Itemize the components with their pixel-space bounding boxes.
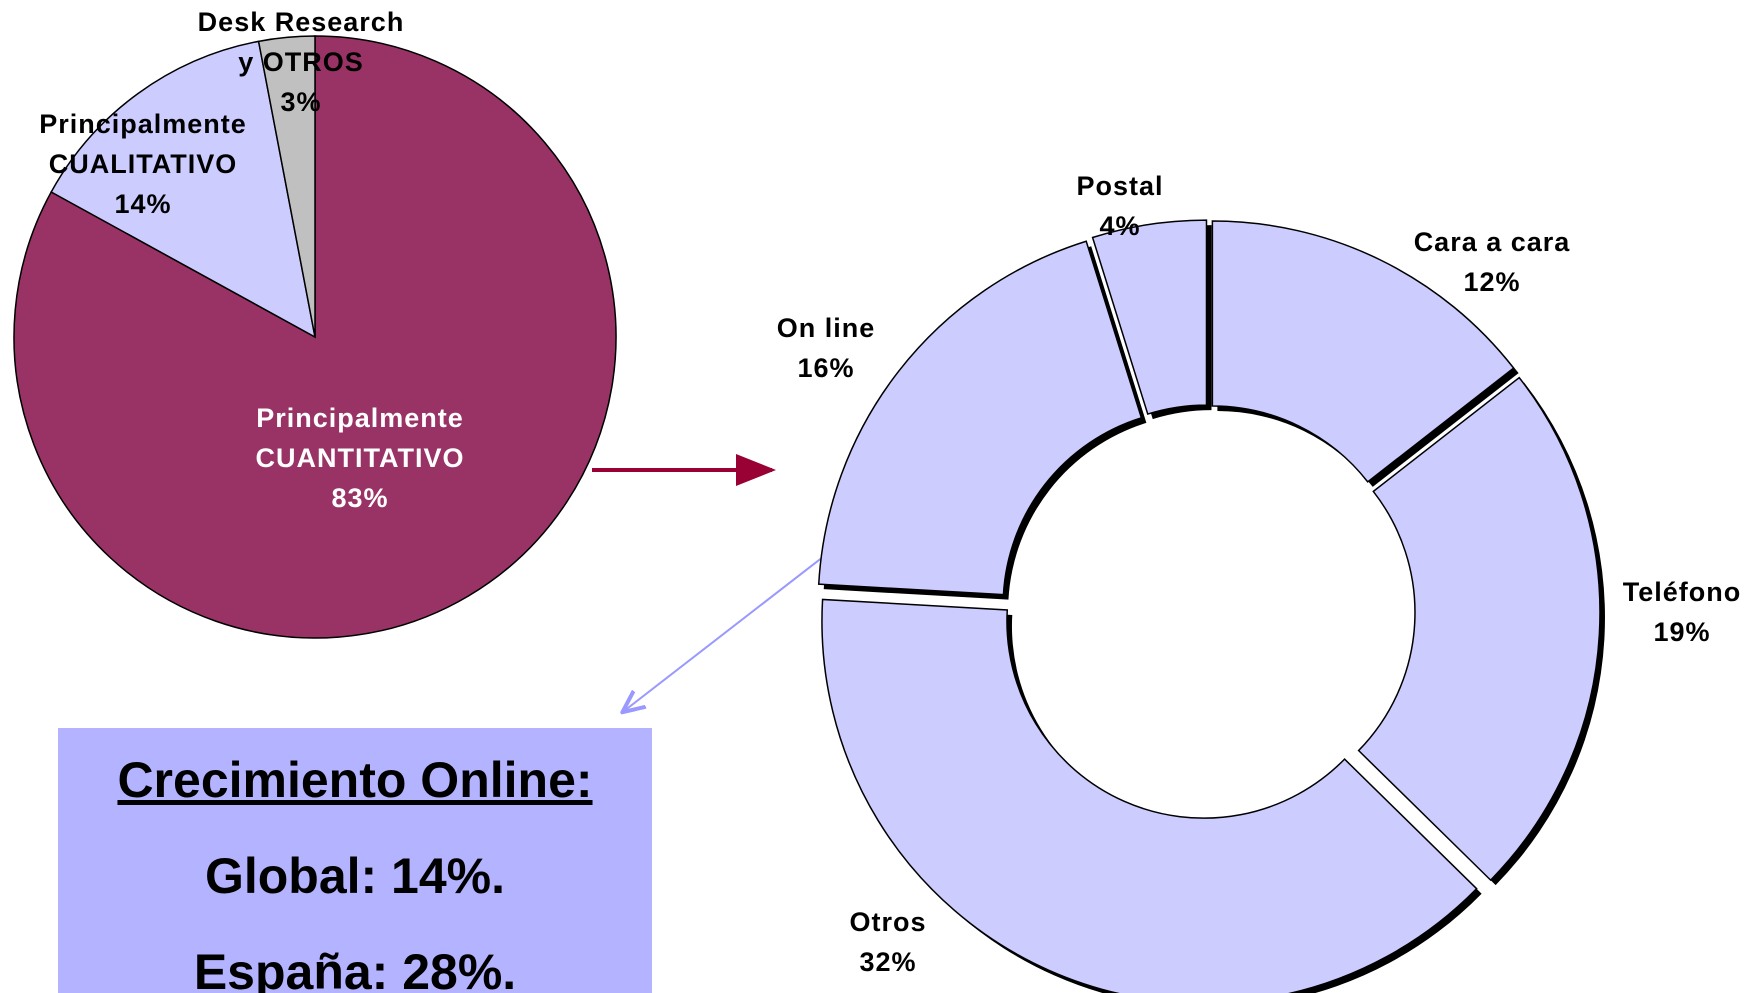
- callout-title: Crecimiento Online:: [117, 752, 593, 808]
- slice-value: 14%: [114, 189, 172, 219]
- callout: Crecimiento Online: Global: 14%. España:…: [58, 728, 652, 993]
- donut-slice: [1211, 220, 1515, 483]
- pie-slice: [50, 40, 317, 339]
- slice-label: Principalmente CUALITATIVO: [39, 109, 247, 179]
- pie-slice: [257, 35, 316, 338]
- slice-value: 32%: [859, 947, 917, 977]
- slice-label: Otros: [849, 907, 927, 937]
- slice-value: 19%: [1653, 617, 1711, 647]
- slice-label: Cara a cara: [1413, 227, 1571, 257]
- callout-line: España: 28%.: [193, 944, 517, 993]
- slice-value: 12%: [1463, 267, 1521, 297]
- slice-label: Principalmente CUANTITATIVO: [255, 403, 465, 473]
- slice-value: 16%: [797, 353, 855, 383]
- donut-slice: [817, 240, 1143, 596]
- donut-slice: [1091, 219, 1208, 416]
- slice-value: 4%: [1099, 211, 1141, 241]
- slice-value: 83%: [331, 483, 389, 513]
- slice-label: Desk Research y OTROS: [197, 7, 405, 77]
- slice-label: Postal: [1076, 171, 1164, 201]
- slice-value: 3%: [280, 87, 322, 117]
- donut-slice: [821, 598, 1478, 993]
- callout-line: Global: 14%.: [204, 848, 506, 904]
- slice-label: Teléfono: [1622, 577, 1742, 607]
- donut-slice: [1357, 376, 1601, 882]
- slice-label: On line: [776, 313, 876, 343]
